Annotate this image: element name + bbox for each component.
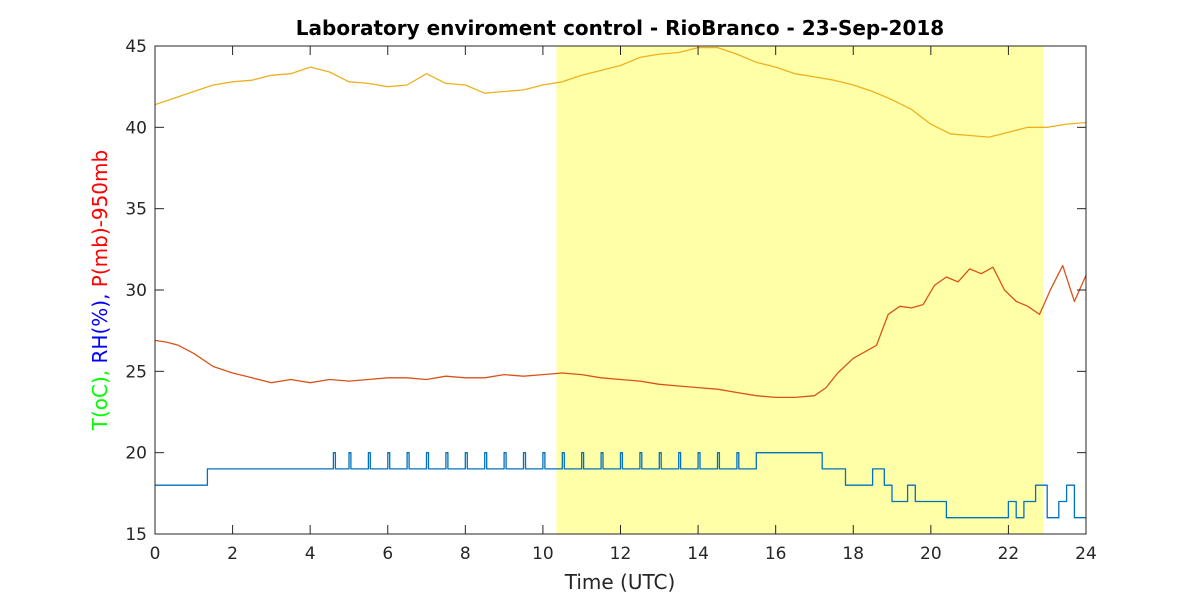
x-tick-label: 2 xyxy=(227,544,238,564)
x-tick-label: 12 xyxy=(610,544,632,564)
x-tick-label: 24 xyxy=(1075,544,1097,564)
y-axis-label-part-2: RH(%), xyxy=(88,287,112,363)
series-line-1 xyxy=(154,46,1087,138)
x-tick-label: 16 xyxy=(765,544,787,564)
x-tick-label: 10 xyxy=(532,544,554,564)
series-layer xyxy=(154,46,1087,519)
y-axis-label-part-3: P(mb)-950mb xyxy=(88,150,112,287)
y-tick-label: 35 xyxy=(125,200,147,220)
y-tick-label: 15 xyxy=(125,525,147,545)
y-tick-label: 25 xyxy=(125,362,147,382)
x-tick-label: 6 xyxy=(382,544,393,564)
series-line-3 xyxy=(155,452,1086,519)
y-tick-label: 30 xyxy=(125,281,147,301)
y-tick-label: 40 xyxy=(125,118,147,138)
x-tick-label: 20 xyxy=(920,544,942,564)
y-tick-label: 45 xyxy=(125,37,147,57)
x-tick-label: 22 xyxy=(998,544,1020,564)
daylight-band xyxy=(556,46,1044,534)
x-tick-label: 18 xyxy=(842,544,864,564)
x-tick-label: 0 xyxy=(150,544,161,564)
x-axis-label: Time (UTC) xyxy=(564,570,676,594)
series-line-2 xyxy=(154,264,1087,399)
y-axis-label-part-1: T(oC), xyxy=(88,363,112,431)
y-axis-label: T(oC), RH(%), P(mb)-950mb xyxy=(88,150,112,431)
x-tick-label: 4 xyxy=(305,544,316,564)
chart-title: Laboratory enviroment control - RioBranc… xyxy=(296,16,944,40)
y-tick-label: 20 xyxy=(125,444,147,464)
daylight-band-layer xyxy=(556,46,1044,534)
x-tick-label: 14 xyxy=(687,544,709,564)
x-tick-label: 8 xyxy=(460,544,471,564)
